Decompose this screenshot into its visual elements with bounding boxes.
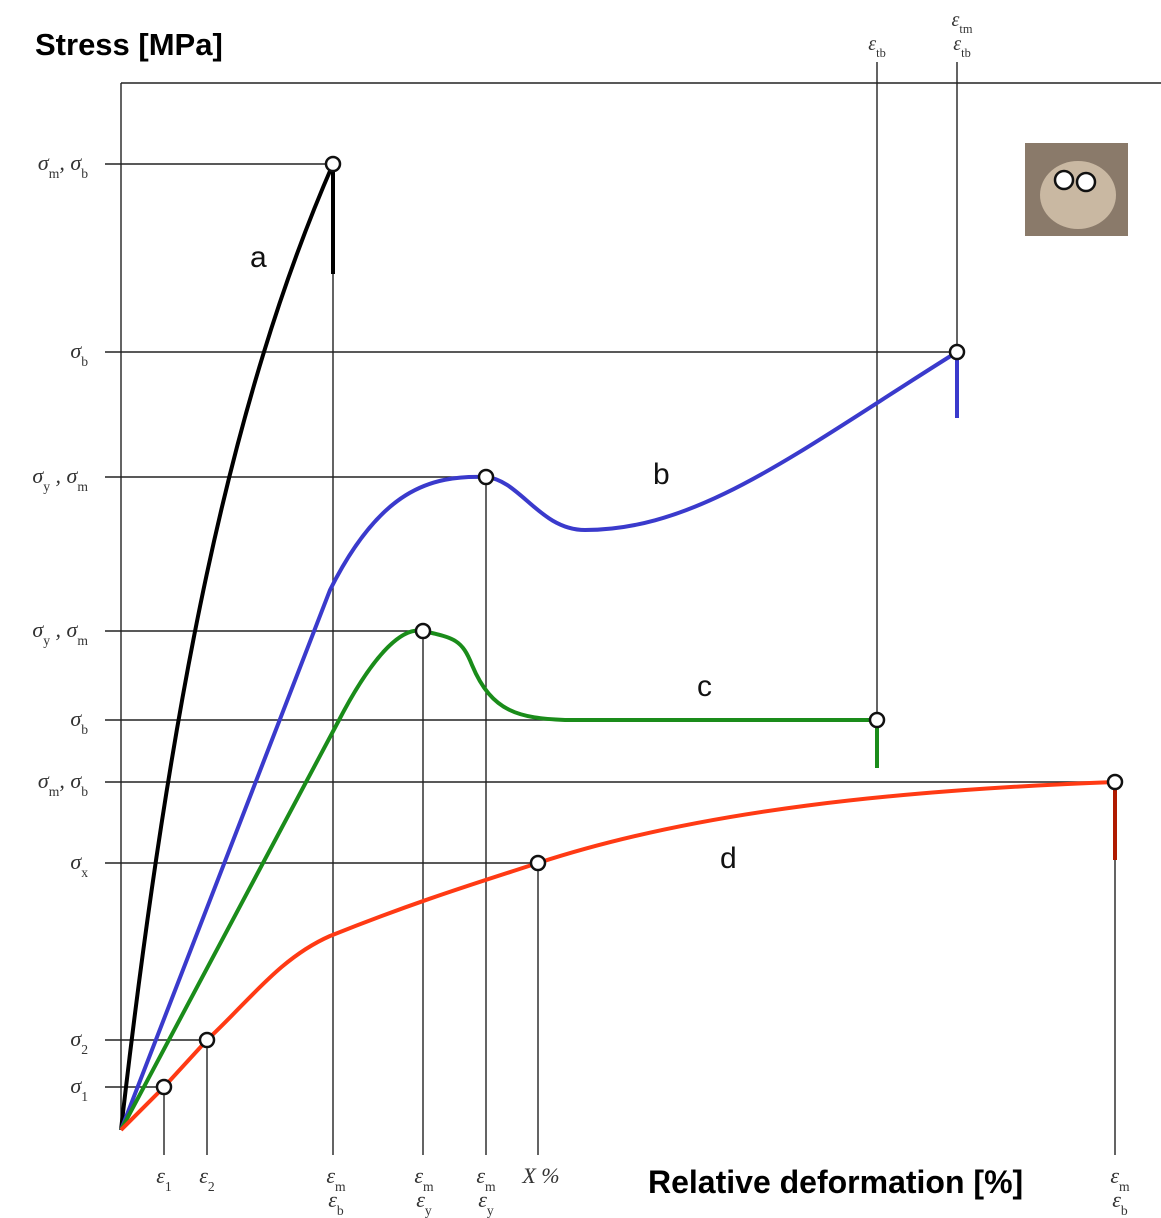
y-label-part: , σ <box>50 463 79 488</box>
y-label-part: 2 <box>81 1042 88 1057</box>
y-label-part: 1 <box>81 1089 88 1104</box>
x-label-part: ε <box>328 1187 337 1212</box>
x-label: εb <box>1112 1187 1128 1218</box>
y-label-part: σ <box>70 338 82 363</box>
x-label: X % <box>521 1163 559 1188</box>
x-label: εm <box>326 1163 346 1194</box>
x-label-part: ε <box>1110 1163 1119 1188</box>
top-label-part: tb <box>961 46 971 60</box>
points <box>155 155 1124 1096</box>
curve-b <box>119 348 959 1131</box>
guide-lines <box>105 62 1161 1155</box>
x-label-part: y <box>425 1203 432 1218</box>
x-label-part: m <box>335 1179 346 1194</box>
top-label: εtb <box>953 33 971 60</box>
x-label-part: X % <box>521 1163 559 1188</box>
y-label-part: b <box>81 354 88 369</box>
x-label: εy <box>478 1187 494 1218</box>
x-label-part: ε <box>416 1187 425 1212</box>
y-label-part: b <box>81 166 88 181</box>
y-label-part: σ <box>32 617 44 642</box>
x-label-part: 1 <box>165 1179 172 1194</box>
y-label-part: x <box>81 865 88 880</box>
y-axis-title: Stress [MPa] <box>35 27 223 62</box>
y-label-part: , σ <box>50 617 79 642</box>
y-label-part: σ <box>70 849 82 874</box>
x-label-part: m <box>423 1179 434 1194</box>
x-label-part: b <box>1121 1203 1128 1218</box>
top-label-part: ε <box>868 33 876 55</box>
y-label-part: σ <box>38 768 50 793</box>
y-label: σy , σm <box>32 463 88 494</box>
y-label-part: y <box>43 479 50 494</box>
x-label-part: m <box>485 1179 496 1194</box>
y-label-part: σ <box>70 1073 82 1098</box>
y-label: σb <box>70 338 88 369</box>
x-label-part: ε <box>414 1163 423 1188</box>
y-label-part: , σ <box>59 768 82 793</box>
y-label: σm, σb <box>38 768 88 799</box>
y-label-part: σ <box>38 150 50 175</box>
y-label: σy , σm <box>32 617 88 648</box>
y-label-part: m <box>49 784 60 799</box>
y-label-part: σ <box>70 1026 82 1051</box>
x-label-part: ε <box>476 1163 485 1188</box>
curve-c <box>119 628 879 1131</box>
top-label-part: ε <box>953 33 961 55</box>
y-label-part: m <box>77 633 88 648</box>
y-label-part: m <box>77 479 88 494</box>
top-label-part: tm <box>959 22 972 36</box>
x-label: εm <box>414 1163 434 1194</box>
cat-image <box>1025 143 1128 236</box>
x-label: ε1 <box>156 1163 171 1194</box>
curve-label: a <box>250 241 267 274</box>
x-label-part: ε <box>326 1163 335 1188</box>
x-label-part: ε <box>1112 1187 1121 1212</box>
top-label-part: ε <box>952 9 960 31</box>
y-label: σ1 <box>70 1073 88 1104</box>
x-label-part: m <box>1119 1179 1130 1194</box>
x-label-part: y <box>487 1203 494 1218</box>
curve-a <box>119 163 335 1131</box>
y-label: σm, σb <box>38 150 88 181</box>
top-label: εtm <box>952 9 973 36</box>
x-label: εm <box>476 1163 496 1194</box>
x-label: εm <box>1110 1163 1130 1194</box>
y-label: σx <box>70 849 88 880</box>
x-label-part: ε <box>156 1163 165 1188</box>
y-label-part: y <box>43 633 50 648</box>
x-label-part: ε <box>199 1163 208 1188</box>
y-label-part: σ <box>70 706 82 731</box>
y-label-part: b <box>81 722 88 737</box>
x-axis-title: Relative deformation [%] <box>648 1164 1023 1200</box>
curve-d <box>119 780 1116 1132</box>
y-label-part: b <box>81 784 88 799</box>
x-label-part: b <box>337 1203 344 1218</box>
x-label-part: ε <box>478 1187 487 1212</box>
top-label-part: tb <box>876 46 886 60</box>
x-label: εy <box>416 1187 432 1218</box>
y-label: σb <box>70 706 88 737</box>
y-label: σ2 <box>70 1026 88 1057</box>
x-label: εb <box>328 1187 344 1218</box>
x-label: ε2 <box>199 1163 215 1194</box>
curve-label: b <box>653 458 670 491</box>
curve-label: c <box>697 670 712 703</box>
x-label-part: 2 <box>208 1179 215 1194</box>
curve-label: d <box>720 842 737 875</box>
y-label-part: m <box>49 166 60 181</box>
y-label-part: σ <box>32 463 44 488</box>
y-label-part: , σ <box>59 150 82 175</box>
top-label: εtb <box>868 33 886 60</box>
